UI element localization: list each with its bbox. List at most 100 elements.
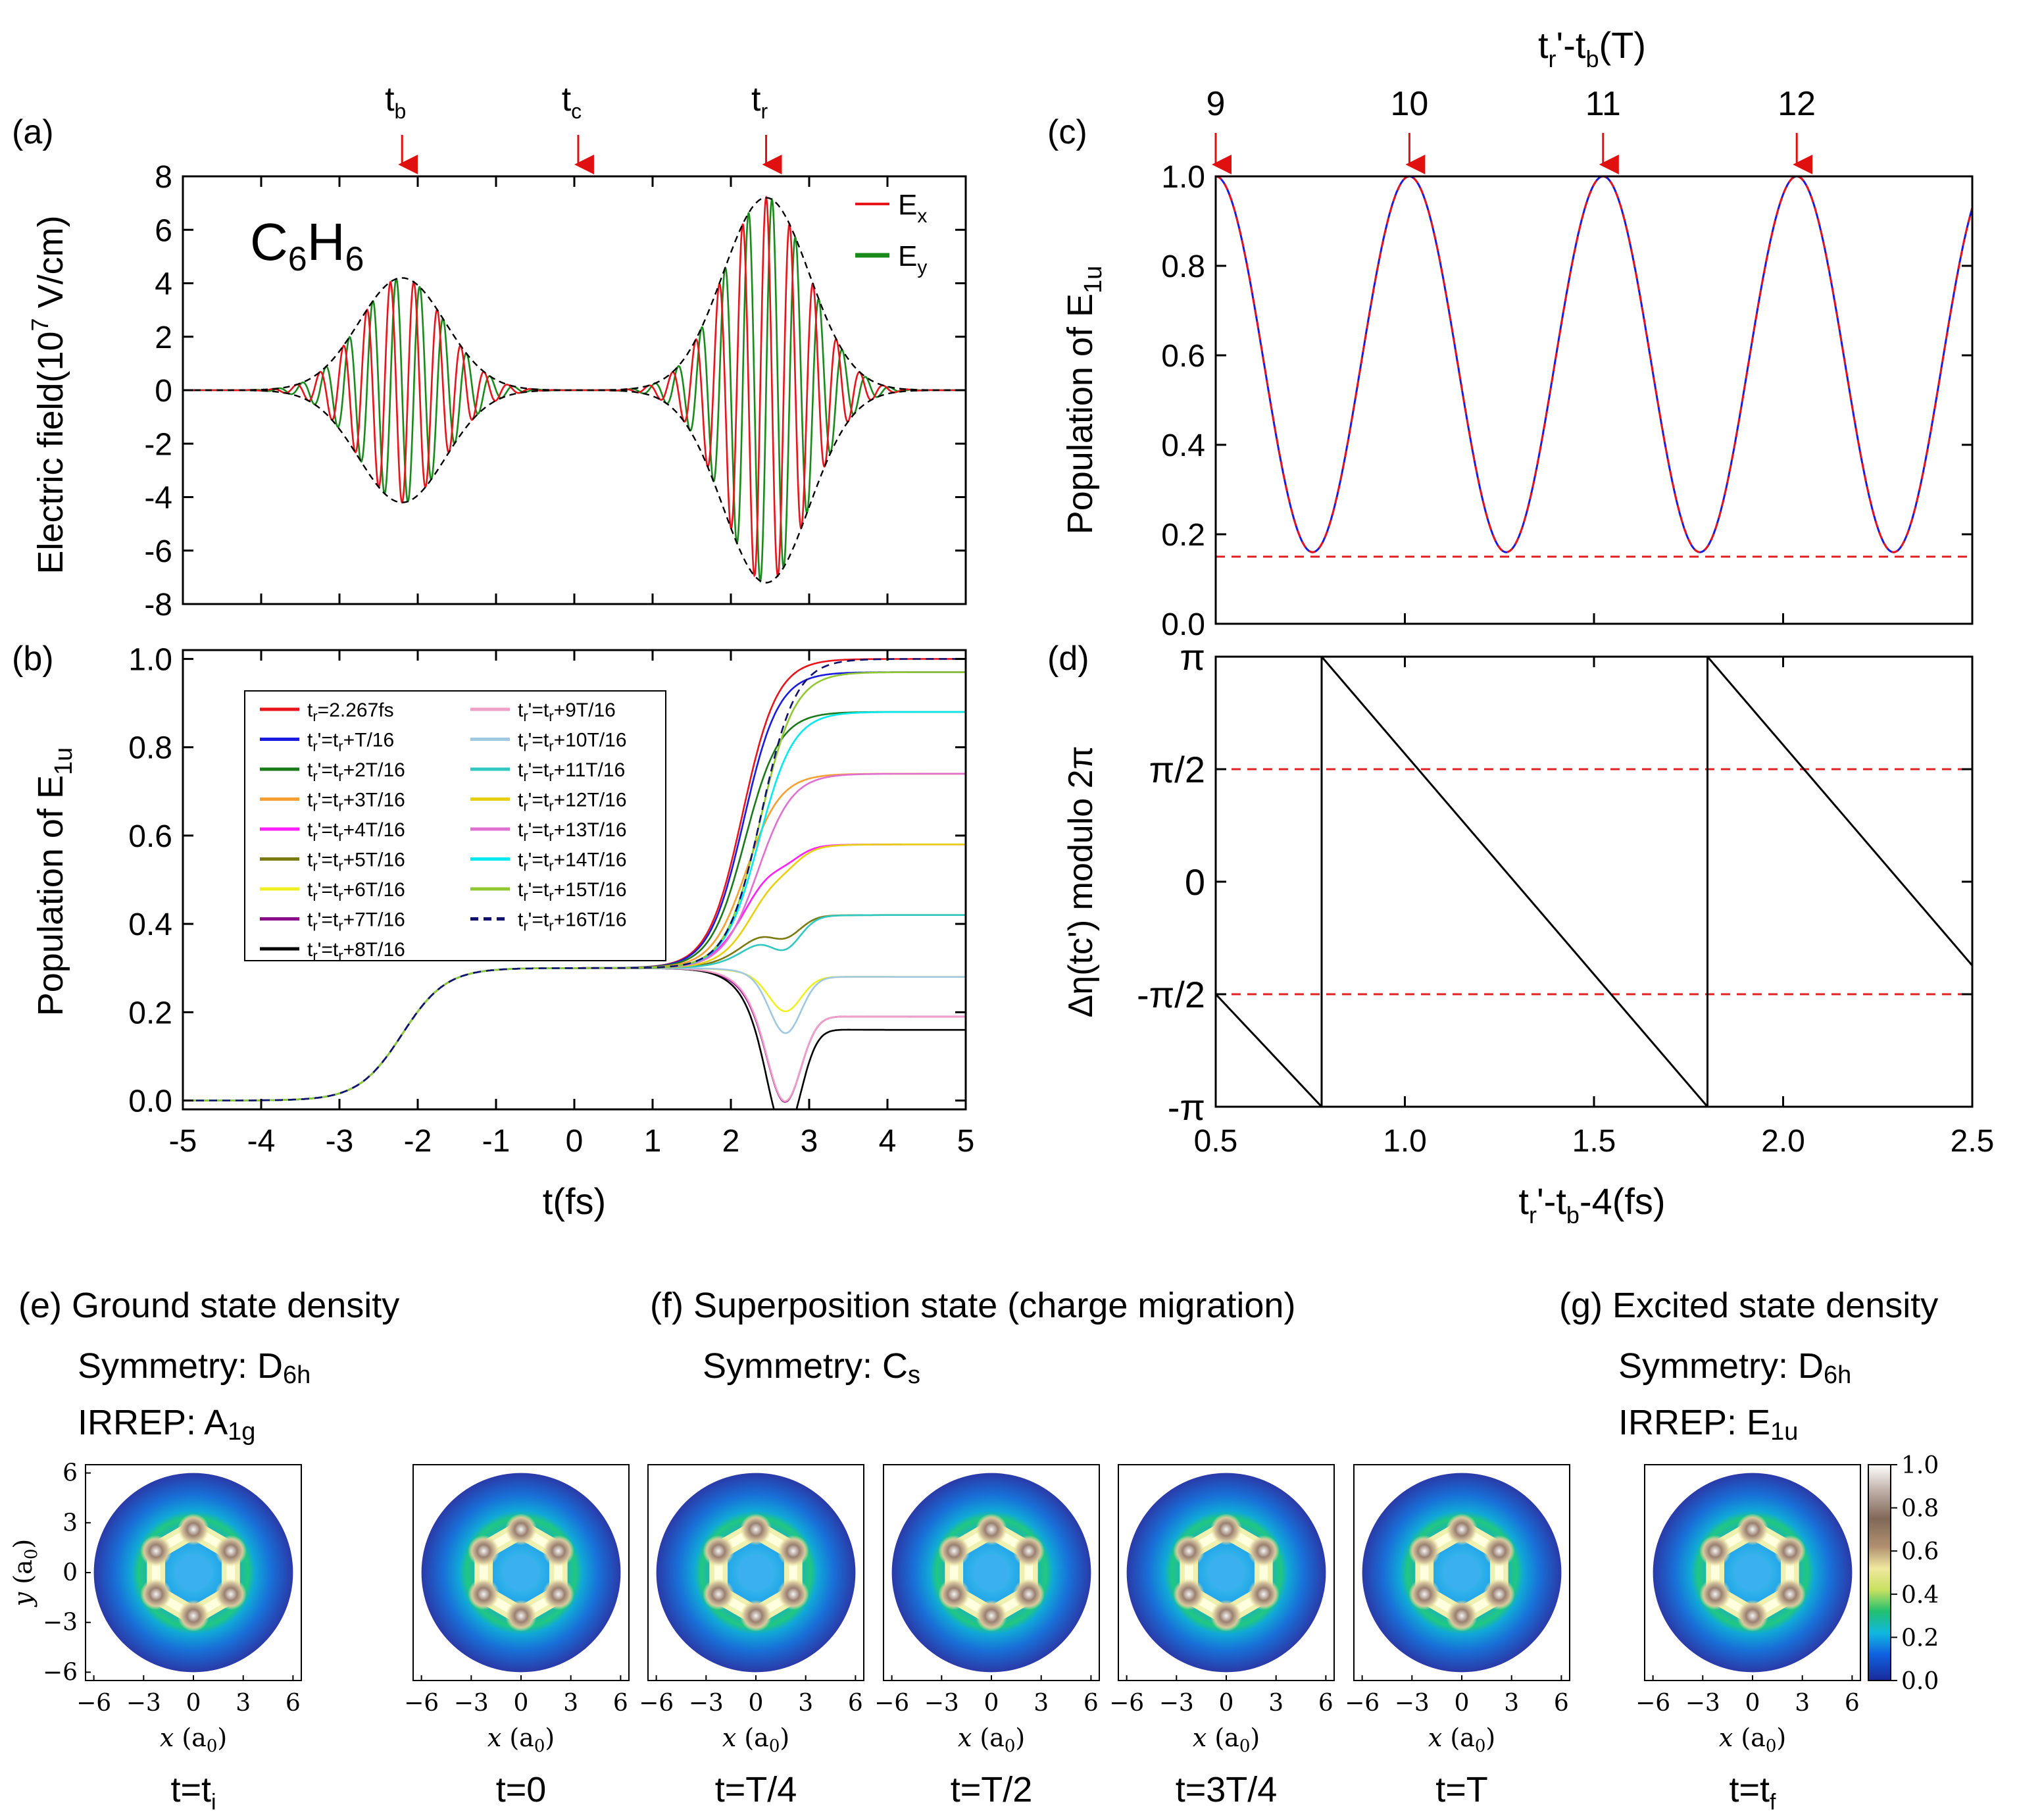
- c-toptick-label: 9: [1207, 85, 1226, 123]
- d-ytick-label: π/2: [1149, 749, 1205, 790]
- density-xtick-label: 0: [1745, 1690, 1760, 1717]
- density-center: [175, 1554, 212, 1591]
- series-b-15: [183, 671, 966, 1101]
- irrep-g: IRREP: E1u: [1618, 1403, 1798, 1446]
- a-ytick-label: 6: [155, 213, 172, 248]
- symmetry-f: Symmetry: Cs: [703, 1346, 920, 1389]
- a-ytick-label: -8: [144, 588, 172, 622]
- panel-a-markers: tb tc tr: [385, 80, 782, 174]
- heading-e: (e) Ground state density: [18, 1286, 399, 1325]
- panel-a-label: (a): [12, 113, 54, 151]
- density-xtick-label: −6: [404, 1690, 439, 1717]
- panel-a: (a) tb tc tr 8 6 4 2 0 -2 -4 -6 -8 C6H6 Ex Ey Elec…: [12, 80, 967, 622]
- colorbar-tick-label: 0.4: [1901, 1582, 1939, 1609]
- legend-ey: Ey: [898, 240, 927, 278]
- density-xtick-label: 0: [749, 1690, 764, 1717]
- density-lobe: [1210, 1600, 1242, 1632]
- d-xtick-label: 2.0: [1761, 1124, 1805, 1159]
- density-lobe: [1210, 1513, 1242, 1546]
- density-xtick-label: −3: [454, 1690, 489, 1717]
- c-ytick-label: 1.0: [1161, 160, 1205, 195]
- d-ytick-label: -π/2: [1137, 974, 1205, 1015]
- density-lobe: [1737, 1600, 1768, 1632]
- density-lobe: [1012, 1578, 1045, 1610]
- density-ytick-label: −6: [43, 1659, 78, 1686]
- series-b-7: [183, 967, 966, 1103]
- b-xtick-label: -3: [326, 1124, 354, 1159]
- b-ytick-label: 0.4: [128, 907, 172, 942]
- panel-a-ylabel: Electric field(107 V/cm): [26, 215, 70, 574]
- panel-b-xlabel: t(fs): [543, 1180, 606, 1222]
- b-xtick-label: 0: [566, 1124, 584, 1159]
- panel-b-legend: tr=2.267fs tr'=tr+T/16 tr'=tr+2T/16 tr'=tr+…: [244, 690, 666, 964]
- c-ytick-label: 0.0: [1161, 607, 1205, 642]
- b-ytick-label: 1.0: [128, 642, 172, 677]
- density-xtick-label: −3: [1395, 1690, 1430, 1717]
- density-ytick-label: 3: [62, 1509, 78, 1536]
- b-xtick-label: 4: [879, 1124, 897, 1159]
- panel-d-frame: [1214, 655, 1974, 1108]
- density-lobe: [140, 1578, 172, 1610]
- series-b-16: [183, 658, 966, 1101]
- density-center: [1208, 1554, 1245, 1591]
- density-lobe: [1173, 1535, 1205, 1567]
- density-lobe: [1699, 1535, 1731, 1567]
- panel-b-label: (b): [12, 640, 54, 678]
- density-ytick-label: −3: [43, 1609, 78, 1636]
- density-lobe: [1012, 1535, 1045, 1567]
- density-xtick-label: 0: [1219, 1690, 1234, 1717]
- legend-b-label-8: tr'=tr+8T/16: [307, 939, 405, 964]
- density-map-0: −6 −6 −3 −3 0 0 3 3 6 6 x (a0) y (a0) t=ti: [9, 1460, 302, 1815]
- density-lobe: [505, 1513, 537, 1546]
- density-ytick-label: 6: [62, 1460, 78, 1487]
- b-xtick-label: 1: [644, 1124, 662, 1159]
- density-lobe: [703, 1535, 735, 1567]
- density-lobe: [505, 1600, 537, 1632]
- density-lobe: [468, 1578, 500, 1610]
- density-lobe: [1699, 1578, 1731, 1610]
- density-caption-6: t=tf: [1730, 1770, 1777, 1815]
- density-lobe: [703, 1578, 735, 1610]
- density-xtick-label: −6: [1345, 1690, 1380, 1717]
- colorbar-gradient: [1868, 1464, 1891, 1681]
- b-ytick-label: 0.6: [128, 819, 172, 854]
- density-xtick-label: −6: [1635, 1690, 1670, 1717]
- legend-b-label-10: tr'=tr+10T/16: [518, 730, 627, 755]
- c-ytick-label: 0.2: [1161, 518, 1205, 553]
- panel-c-topticks: 9 10 11 12: [1207, 85, 1816, 174]
- d-xtick-label: 1.0: [1383, 1124, 1427, 1159]
- density-caption-4: t=3T/4: [1176, 1770, 1278, 1809]
- c-ytick-label: 0.8: [1161, 249, 1205, 284]
- density-lobe: [740, 1600, 772, 1632]
- series-b-9: [183, 967, 966, 1102]
- series-b-10: [183, 967, 966, 1101]
- density-lobe: [1446, 1600, 1478, 1632]
- b-xtick-label: 3: [801, 1124, 818, 1159]
- legend-b-label-5: tr'=tr+5T/16: [307, 849, 405, 874]
- d-xtick-label: 2.5: [1951, 1124, 1995, 1159]
- c-ytick-label: 0.4: [1161, 428, 1205, 463]
- density-lobe: [1408, 1578, 1441, 1610]
- legend-b-label-1: tr'=tr+T/16: [307, 730, 394, 755]
- density-caption-5: t=T: [1435, 1770, 1488, 1809]
- density-map-5: −6 −3 0 3 6 x (a0) t=T: [1345, 1464, 1570, 1809]
- a-ytick-label: 2: [155, 320, 172, 355]
- density-xlabel: x (a0): [487, 1723, 555, 1756]
- symmetry-g: Symmetry: D6h: [1618, 1346, 1851, 1389]
- panel-d-ylabel: Δη(tc') modulo 2π: [1062, 746, 1100, 1018]
- density-map-1: −6 −3 0 3 6 x (a0) t=0: [404, 1464, 630, 1809]
- density-lobe: [740, 1513, 772, 1546]
- density-center: [1443, 1554, 1480, 1591]
- density-headings: (e) Ground state density Symmetry: D6h I…: [18, 1286, 1938, 1446]
- d-ytick-label: π: [1180, 636, 1205, 678]
- density-map-6: −6 −3 0 3 6 x (a0) t=tf: [1635, 1464, 1861, 1815]
- a-ytick-label: -6: [144, 534, 172, 569]
- legend-b-label-12: tr'=tr+12T/16: [518, 790, 627, 815]
- panel-d-yticks: π π/2 0 -π/2 -π: [1137, 636, 1972, 1128]
- panel-a-molecule: C6H6: [250, 213, 364, 278]
- density-xtick-label: −6: [639, 1690, 674, 1717]
- a-ytick-label: -2: [144, 427, 172, 462]
- density-caption-1: t=0: [496, 1770, 547, 1809]
- density-xtick-label: −3: [126, 1690, 161, 1717]
- b-ytick-label: 0.2: [128, 996, 172, 1030]
